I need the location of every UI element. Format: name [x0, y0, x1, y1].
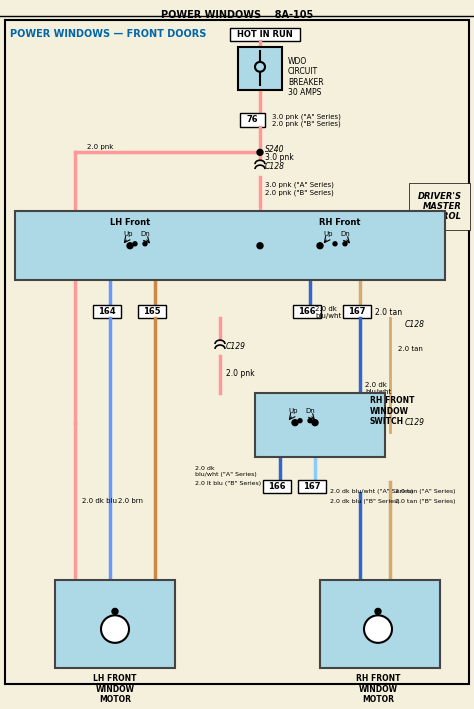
Text: DRIVER'S
MASTER
CONTROL: DRIVER'S MASTER CONTROL: [417, 191, 462, 221]
FancyBboxPatch shape: [230, 28, 300, 41]
Text: 167: 167: [348, 307, 366, 316]
Text: 2.0 dk blu ("B" Series): 2.0 dk blu ("B" Series): [330, 499, 400, 504]
Text: 2.0 lt blu ("B" Series): 2.0 lt blu ("B" Series): [195, 481, 261, 486]
FancyBboxPatch shape: [15, 211, 445, 280]
FancyBboxPatch shape: [343, 305, 371, 318]
Text: WDO
CIRCUIT
BREAKER
30 AMPS: WDO CIRCUIT BREAKER 30 AMPS: [288, 57, 324, 97]
Text: Up: Up: [123, 231, 133, 237]
Circle shape: [308, 419, 312, 423]
Text: 2.0 pnk ("B" Series): 2.0 pnk ("B" Series): [272, 121, 341, 127]
Circle shape: [143, 242, 147, 246]
Text: Up: Up: [323, 231, 333, 237]
Text: 166: 166: [298, 307, 316, 316]
Circle shape: [364, 615, 392, 643]
Text: 3.0 pnk ("A" Series): 3.0 pnk ("A" Series): [265, 182, 334, 188]
Circle shape: [317, 242, 323, 249]
Circle shape: [257, 150, 263, 155]
Text: LH FRONT
WINDOW
MOTOR: LH FRONT WINDOW MOTOR: [93, 674, 137, 704]
Text: RH FRONT
WINDOW
MOTOR: RH FRONT WINDOW MOTOR: [356, 674, 400, 704]
Circle shape: [375, 608, 381, 614]
Text: RH FRONT
WINDOW
SWITCH: RH FRONT WINDOW SWITCH: [370, 396, 414, 426]
FancyBboxPatch shape: [255, 393, 385, 457]
Text: 2.0 tan ("B" Series): 2.0 tan ("B" Series): [395, 499, 456, 504]
Circle shape: [112, 608, 118, 614]
Circle shape: [298, 419, 302, 423]
FancyBboxPatch shape: [93, 305, 121, 318]
Text: POWER WINDOWS — FRONT DOORS: POWER WINDOWS — FRONT DOORS: [10, 30, 206, 40]
Text: POWER WINDOWS    8A-105: POWER WINDOWS 8A-105: [161, 10, 313, 20]
Text: 166: 166: [268, 482, 286, 491]
Text: 2.0 dk
blu/wht: 2.0 dk blu/wht: [365, 381, 391, 395]
Text: 2.0 brn: 2.0 brn: [118, 498, 143, 504]
Text: HOT IN RUN: HOT IN RUN: [237, 30, 293, 39]
Text: 2.0 dk
blu/wht: 2.0 dk blu/wht: [315, 306, 341, 319]
Text: 2.0 dk blu: 2.0 dk blu: [82, 498, 117, 504]
Circle shape: [257, 242, 263, 249]
FancyBboxPatch shape: [293, 305, 321, 318]
FancyBboxPatch shape: [240, 113, 265, 127]
FancyBboxPatch shape: [263, 480, 291, 493]
Circle shape: [343, 242, 347, 246]
Text: Dn: Dn: [305, 408, 315, 414]
FancyBboxPatch shape: [138, 305, 166, 318]
Text: 2.0 tan ("A" Series): 2.0 tan ("A" Series): [395, 489, 456, 494]
Circle shape: [312, 420, 318, 425]
Text: 167: 167: [303, 482, 321, 491]
Text: 2.0 dk
blu/wht ("A" Series): 2.0 dk blu/wht ("A" Series): [195, 467, 257, 477]
Text: 3.0 pnk: 3.0 pnk: [265, 152, 294, 162]
Text: C129: C129: [405, 418, 425, 427]
Text: 2.0 pnk ("B" Series): 2.0 pnk ("B" Series): [265, 189, 334, 196]
Text: S240: S240: [265, 145, 284, 154]
Circle shape: [133, 242, 137, 246]
FancyBboxPatch shape: [238, 48, 282, 91]
Text: C129: C129: [226, 342, 246, 351]
Text: Dn: Dn: [140, 231, 150, 237]
Text: 2.0 tan: 2.0 tan: [398, 346, 423, 352]
Text: 2.0 dk blu/wht ("A" Series): 2.0 dk blu/wht ("A" Series): [330, 489, 413, 494]
FancyBboxPatch shape: [320, 580, 440, 669]
FancyBboxPatch shape: [298, 480, 326, 493]
Text: 2.0 pnk: 2.0 pnk: [87, 145, 113, 150]
Text: M: M: [109, 623, 121, 635]
Text: RH Front: RH Front: [319, 218, 361, 227]
FancyBboxPatch shape: [55, 580, 175, 669]
Text: 165: 165: [143, 307, 161, 316]
Text: Up: Up: [288, 408, 298, 414]
Circle shape: [333, 242, 337, 246]
Text: C128: C128: [265, 162, 285, 171]
Text: 2.0 tan: 2.0 tan: [375, 308, 402, 317]
Text: Dn: Dn: [340, 231, 350, 237]
Text: 2.0 pnk: 2.0 pnk: [226, 369, 255, 378]
Circle shape: [292, 420, 298, 425]
Text: 164: 164: [98, 307, 116, 316]
Circle shape: [127, 242, 133, 249]
Text: M: M: [372, 623, 384, 635]
Text: LH Front: LH Front: [110, 218, 150, 227]
Circle shape: [101, 615, 129, 643]
Text: C128: C128: [405, 320, 425, 329]
Text: 76: 76: [246, 116, 258, 124]
Text: 3.0 pnk ("A" Series): 3.0 pnk ("A" Series): [272, 113, 341, 121]
FancyBboxPatch shape: [5, 20, 469, 684]
